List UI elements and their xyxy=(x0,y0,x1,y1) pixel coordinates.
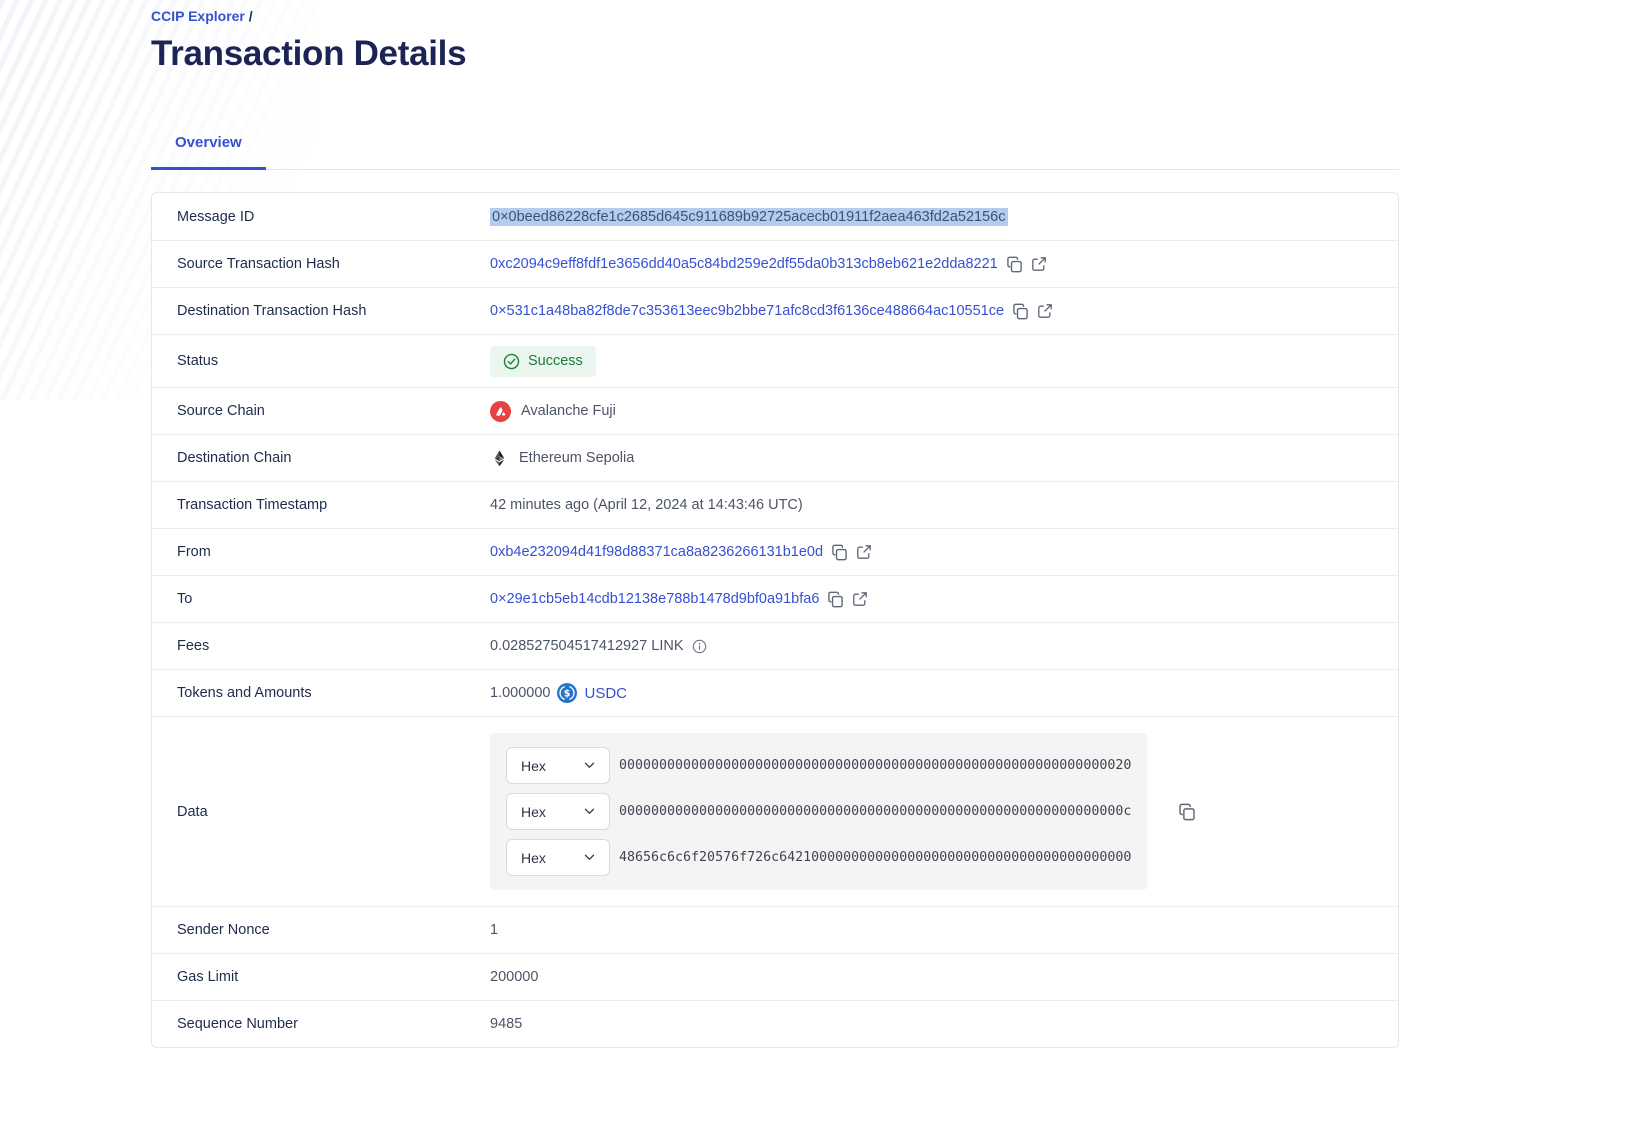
row-destination-chain: Destination Chain Ethereum Sepolia xyxy=(152,434,1398,481)
copy-icon[interactable] xyxy=(1006,256,1023,273)
external-link-icon[interactable] xyxy=(856,544,872,560)
row-sender-nonce: Sender Nonce 1 xyxy=(152,906,1398,953)
row-from: From 0xb4e232094d41f98d88371ca8a82362661… xyxy=(152,528,1398,575)
tab-overview[interactable]: Overview xyxy=(151,122,266,170)
row-label: To xyxy=(177,591,193,607)
breadcrumb: CCIP Explorer / xyxy=(151,8,1399,24)
hex-format-value: Hex xyxy=(521,849,546,866)
token-amount: 1.000000 xyxy=(490,685,551,701)
row-status: Status Success xyxy=(152,334,1398,387)
row-label: Destination Chain xyxy=(177,450,292,466)
external-link-icon[interactable] xyxy=(1037,303,1053,319)
row-message-id: Message ID 0×0beed86228cfe1c2685d645c911… xyxy=(152,193,1398,240)
row-sequence-number: Sequence Number 9485 xyxy=(152,1000,1398,1047)
avalanche-icon xyxy=(490,400,511,422)
row-label: Status xyxy=(177,353,219,369)
breadcrumb-separator: / xyxy=(248,8,253,24)
hex-line: Hex 48656c6c6f20576f726c6421000000000000… xyxy=(506,839,1147,876)
row-label: Source Chain xyxy=(177,403,265,419)
svg-text:$: $ xyxy=(564,689,571,700)
token-link-usdc[interactable]: USDC xyxy=(584,684,627,702)
breadcrumb-ccip-explorer-link[interactable]: CCIP Explorer xyxy=(151,8,245,24)
row-label: Tokens and Amounts xyxy=(177,685,312,701)
row-gas-limit: Gas Limit 200000 xyxy=(152,953,1398,1000)
row-label: Sender Nonce xyxy=(177,922,270,938)
sequence-number-value: 9485 xyxy=(490,1016,523,1032)
hex-data-value[interactable]: 48656c6c6f20576f726c64210000000000000000… xyxy=(619,850,1132,865)
row-label: Source Transaction Hash xyxy=(177,256,340,272)
destination-chain-name: Ethereum Sepolia xyxy=(519,450,635,466)
hex-data-value[interactable]: 0000000000000000000000000000000000000000… xyxy=(619,758,1132,773)
check-circle-icon xyxy=(503,353,520,369)
row-label: Destination Transaction Hash xyxy=(177,303,367,319)
sender-nonce-value: 1 xyxy=(490,922,499,938)
gas-limit-value: 200000 xyxy=(490,969,539,985)
row-destination-tx-hash: Destination Transaction Hash 0×531c1a48b… xyxy=(152,287,1398,334)
row-label: Sequence Number xyxy=(177,1016,298,1032)
copy-icon[interactable] xyxy=(831,544,848,561)
hex-data-value[interactable]: 0000000000000000000000000000000000000000… xyxy=(619,804,1132,819)
row-source-tx-hash: Source Transaction Hash 0xc2094c9eff8fdf… xyxy=(152,240,1398,287)
fees-value: 0.028527504517412927 LINK xyxy=(490,638,684,654)
destination-tx-hash-link[interactable]: 0×531c1a48ba82f8de7c353613eec9b2bbe71afc… xyxy=(490,303,1005,319)
row-source-chain: Source Chain Avalanche Fuji xyxy=(152,387,1398,434)
copy-icon[interactable] xyxy=(1012,303,1029,320)
hex-line: Hex 000000000000000000000000000000000000… xyxy=(506,793,1147,830)
row-fees: Fees 0.028527504517412927 LINK xyxy=(152,622,1398,669)
page-container: CCIP Explorer / Transaction Details Over… xyxy=(151,8,1399,1048)
chevron-down-icon xyxy=(584,854,595,860)
hex-format-select[interactable]: Hex xyxy=(506,839,610,876)
hex-format-value: Hex xyxy=(521,757,546,774)
row-label: From xyxy=(177,544,211,560)
hex-line: Hex 000000000000000000000000000000000000… xyxy=(506,747,1147,784)
chevron-down-icon xyxy=(584,762,595,768)
timestamp-value: 42 minutes ago (April 12, 2024 at 14:43:… xyxy=(490,497,803,513)
row-tokens-and-amounts: Tokens and Amounts 1.000000 $ USDC xyxy=(152,669,1398,716)
external-link-icon[interactable] xyxy=(1031,256,1047,272)
data-hex-box: Hex 000000000000000000000000000000000000… xyxy=(490,733,1147,890)
row-label: Message ID xyxy=(177,208,255,225)
row-label: Gas Limit xyxy=(177,969,239,985)
copy-icon[interactable] xyxy=(827,591,844,608)
chevron-down-icon xyxy=(584,808,595,814)
row-label: Transaction Timestamp xyxy=(177,497,328,513)
row-to: To 0×29e1cb5eb14cdb12138e788b1478d9bf0a9… xyxy=(152,575,1398,622)
external-link-icon[interactable] xyxy=(852,591,868,607)
hex-format-select[interactable]: Hex xyxy=(506,793,610,830)
transaction-details-card: Message ID 0×0beed86228cfe1c2685d645c911… xyxy=(151,192,1399,1048)
ethereum-icon xyxy=(494,449,505,466)
message-id-value[interactable]: 0×0beed86228cfe1c2685d645c911689b92725ac… xyxy=(490,207,1008,226)
info-icon[interactable] xyxy=(692,639,707,654)
row-label: Fees xyxy=(177,638,210,654)
usdc-icon: $ xyxy=(557,683,578,703)
hex-format-select[interactable]: Hex xyxy=(506,747,610,784)
tab-bar: Overview xyxy=(151,122,1399,170)
row-data: Data Hex 0000000000000000000000000000000… xyxy=(152,716,1398,906)
status-text: Success xyxy=(528,353,583,369)
copy-icon[interactable] xyxy=(1178,803,1196,821)
hex-format-value: Hex xyxy=(521,803,546,820)
status-badge: Success xyxy=(490,345,596,377)
source-chain-name: Avalanche Fuji xyxy=(521,403,616,419)
source-tx-hash-link[interactable]: 0xc2094c9eff8fdf1e3656dd40a5c84bd259e2df… xyxy=(490,256,998,272)
row-transaction-timestamp: Transaction Timestamp 42 minutes ago (Ap… xyxy=(152,481,1398,528)
from-address-link[interactable]: 0xb4e232094d41f98d88371ca8a8236266131b1e… xyxy=(490,544,824,560)
row-label: Data xyxy=(177,803,208,820)
to-address-link[interactable]: 0×29e1cb5eb14cdb12138e788b1478d9bf0a91bf… xyxy=(490,591,820,607)
page-title: Transaction Details xyxy=(151,34,467,73)
